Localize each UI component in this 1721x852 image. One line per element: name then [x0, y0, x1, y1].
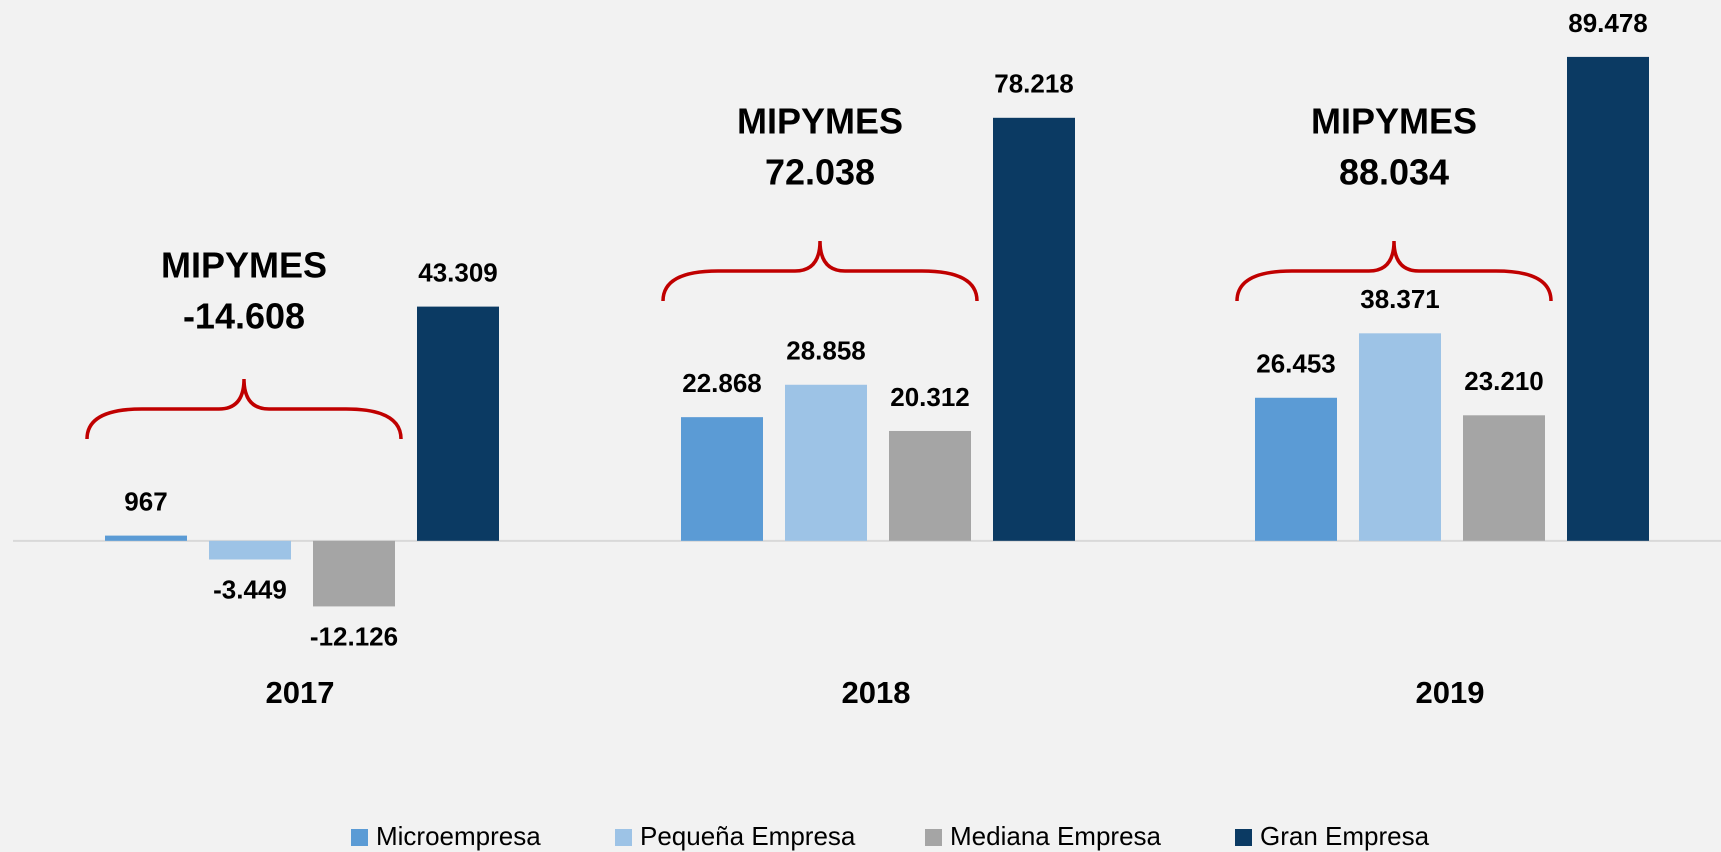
- value-label: 38.371: [1360, 284, 1440, 314]
- value-label: 26.453: [1256, 349, 1336, 379]
- annotation-title: MIPYMES: [1311, 101, 1477, 142]
- legend-label: Mediana Empresa: [950, 821, 1162, 851]
- bar: [1567, 56, 1649, 541]
- legend-swatch: [615, 829, 632, 846]
- x-tick-label: 2018: [842, 675, 911, 710]
- legend-label: Microempresa: [376, 821, 541, 851]
- value-label: 22.868: [682, 368, 762, 398]
- bar: [1255, 397, 1337, 541]
- legend-swatch: [1235, 829, 1252, 846]
- bar: [209, 540, 291, 560]
- value-label: 20.312: [890, 382, 970, 412]
- bar: [681, 417, 763, 541]
- bar: [417, 306, 499, 541]
- value-label: -3.449: [213, 574, 287, 604]
- annotation-value: 88.034: [1339, 152, 1449, 193]
- annotation-value: 72.038: [765, 152, 875, 193]
- annotation-title: MIPYMES: [737, 101, 903, 142]
- bar: [313, 540, 395, 607]
- value-label: 78.218: [994, 69, 1074, 99]
- value-label: 23.210: [1464, 366, 1544, 396]
- annotation-title: MIPYMES: [161, 245, 327, 286]
- bar: [993, 117, 1075, 541]
- bar: [1463, 415, 1545, 541]
- bar: [1359, 333, 1441, 541]
- x-tick-label: 2019: [1416, 675, 1485, 710]
- value-label: 967: [124, 486, 167, 516]
- legend-swatch: [351, 829, 368, 846]
- value-label: 89.478: [1568, 8, 1648, 38]
- brace: [661, 240, 979, 302]
- brace: [1235, 240, 1553, 302]
- legend-swatch: [925, 829, 942, 846]
- bar: [889, 430, 971, 541]
- legend-label: Gran Empresa: [1260, 821, 1430, 851]
- bar: [785, 384, 867, 541]
- value-label: -12.126: [310, 621, 398, 651]
- x-tick-label: 2017: [266, 675, 335, 710]
- bar: [105, 535, 187, 541]
- value-label: 43.309: [418, 257, 498, 287]
- brace: [85, 378, 403, 440]
- legend-label: Pequeña Empresa: [640, 821, 856, 851]
- annotation-value: -14.608: [183, 296, 305, 337]
- value-label: 28.858: [786, 336, 866, 366]
